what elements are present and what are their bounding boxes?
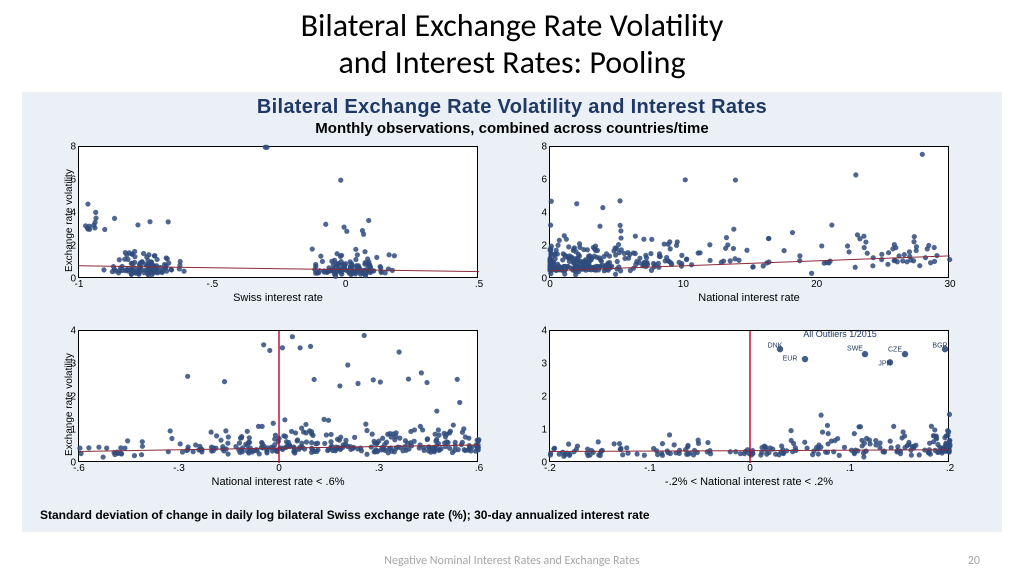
ytick: 6 bbox=[541, 175, 547, 186]
xtick: -.1 bbox=[644, 463, 656, 474]
slide-title-line2: and Interest Rates: Pooling bbox=[0, 45, 1024, 82]
xlabel: -.2% < National interest rate < .2% bbox=[549, 476, 949, 488]
xtick: 30 bbox=[944, 279, 955, 290]
ylabel: Exchange rate volatility bbox=[64, 353, 75, 456]
xtick: -.3 bbox=[173, 463, 185, 474]
annotation: EUR bbox=[783, 356, 798, 363]
ytick: 8 bbox=[541, 142, 547, 153]
xtick: .1 bbox=[846, 463, 854, 474]
subplot-tl: 02468-1-.50.5 Swiss interest rate Exchange… bbox=[52, 140, 501, 316]
ylabel: Exchange rate volatility bbox=[64, 169, 75, 272]
xtick: .2 bbox=[946, 463, 954, 474]
annotation: JPN bbox=[878, 361, 891, 368]
ytick: 2 bbox=[541, 392, 547, 403]
xtick: .3 bbox=[375, 463, 383, 474]
xtick: 10 bbox=[678, 279, 689, 290]
chart-subtitle: Monthly observations, combined across co… bbox=[22, 119, 1002, 137]
annotation: SWE bbox=[847, 346, 863, 353]
xtick: 0 bbox=[276, 463, 282, 474]
xtick: -1 bbox=[75, 279, 84, 290]
xtick: 0 bbox=[547, 279, 553, 290]
xtick: -.6 bbox=[73, 463, 85, 474]
chart-title: Bilateral Exchange Rate Volatility and I… bbox=[22, 92, 1002, 119]
xtick: 0 bbox=[343, 279, 349, 290]
xtick: .5 bbox=[475, 279, 483, 290]
plot-area: 02468-1-.50.5 bbox=[78, 146, 478, 278]
ytick: 4 bbox=[541, 326, 547, 337]
xtick: 0 bbox=[747, 463, 753, 474]
plot-area: 01234-.6-.30.3.6 bbox=[78, 330, 478, 462]
subplot-bl: 01234-.6-.30.3.6 National interest rate <… bbox=[52, 324, 501, 500]
subplot-tr: 024680102030National interest rate bbox=[523, 140, 972, 316]
plot-area: 024680102030 bbox=[549, 146, 949, 278]
annotation: BGR bbox=[932, 342, 947, 349]
xlabel: Swiss interest rate bbox=[78, 292, 478, 304]
ytick: 4 bbox=[70, 326, 76, 337]
plot-area: 01234-.2-.10.1.2All Outliers 1/2015DNKSW… bbox=[549, 330, 949, 462]
footer-center: Negative Nominal Interest Rates and Exch… bbox=[0, 554, 1024, 568]
xlabel: National interest rate < .6% bbox=[78, 476, 478, 488]
annotation: All Outliers 1/2015 bbox=[803, 329, 877, 339]
annotation: DNK bbox=[768, 342, 783, 349]
ytick: 8 bbox=[70, 142, 76, 153]
slide-title-line1: Bilateral Exchange Rate Volatility bbox=[0, 8, 1024, 45]
ytick: 1 bbox=[541, 425, 547, 436]
ytick: 2 bbox=[541, 241, 547, 252]
ytick: 4 bbox=[541, 208, 547, 219]
xtick: -.5 bbox=[206, 279, 218, 290]
xtick: 20 bbox=[811, 279, 822, 290]
page-number: 20 bbox=[968, 554, 980, 568]
annotation: CZE bbox=[888, 347, 902, 354]
ytick: 3 bbox=[541, 359, 547, 370]
xlabel: National interest rate bbox=[549, 292, 949, 304]
chart-panel: Bilateral Exchange Rate Volatility and I… bbox=[22, 92, 1002, 532]
chart-caption: Standard deviation of change in daily lo… bbox=[40, 508, 650, 522]
ytick: 0 bbox=[541, 274, 547, 285]
subplot-br: 01234-.2-.10.1.2All Outliers 1/2015DNKSW… bbox=[523, 324, 972, 500]
xtick: .6 bbox=[475, 463, 483, 474]
xtick: -.2 bbox=[544, 463, 556, 474]
